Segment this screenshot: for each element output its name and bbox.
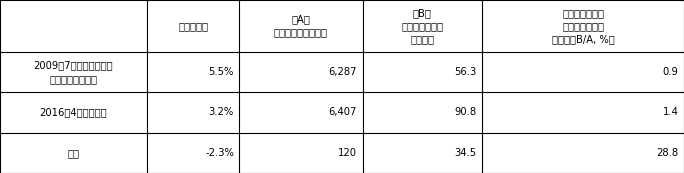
Text: 28.8: 28.8 — [657, 148, 679, 158]
Text: 120: 120 — [338, 148, 357, 158]
Text: -2.3%: -2.3% — [205, 148, 234, 158]
Text: 1.4: 1.4 — [663, 107, 679, 117]
Text: （A）
全就業者数（万人）: （A） 全就業者数（万人） — [274, 14, 328, 38]
Text: 6,287: 6,287 — [328, 67, 357, 77]
Text: 2009年7月（完全失業率
の最近時ピーク）: 2009年7月（完全失業率 の最近時ピーク） — [34, 61, 114, 84]
Text: 増減: 増減 — [68, 148, 79, 158]
Text: 3.2%: 3.2% — [209, 107, 234, 117]
Text: 5.5%: 5.5% — [209, 67, 234, 77]
Text: 6,407: 6,407 — [329, 107, 357, 117]
Text: 完全失業率: 完全失業率 — [179, 21, 208, 31]
Text: 56.3: 56.3 — [454, 67, 477, 77]
Text: 90.8: 90.8 — [455, 107, 477, 117]
Text: 2016年4月（直近）: 2016年4月（直近） — [40, 107, 107, 117]
Text: 外国人就業者が
全就業者に占め
る比率（B/A, %）: 外国人就業者が 全就業者に占め る比率（B/A, %） — [552, 8, 614, 44]
Text: 34.5: 34.5 — [455, 148, 477, 158]
Text: 0.9: 0.9 — [663, 67, 679, 77]
Text: （B）
外国人就業者数
（万人）: （B） 外国人就業者数 （万人） — [402, 8, 443, 44]
